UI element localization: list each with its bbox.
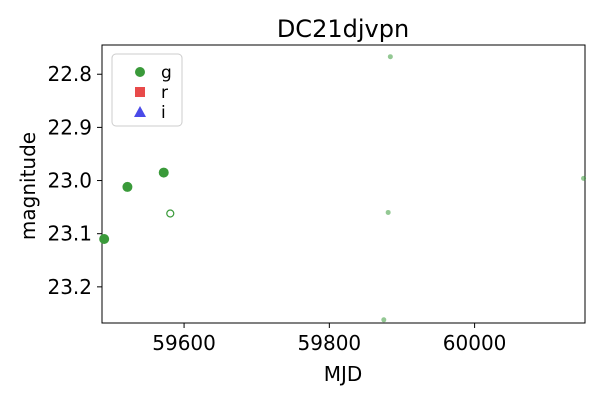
legend-label-g: g xyxy=(161,63,172,83)
legend: gri xyxy=(111,53,183,127)
x-axis: 59600 59800 60000 xyxy=(152,323,506,355)
y-tick-label: 23.2 xyxy=(47,275,92,299)
y-tick-label: 23.0 xyxy=(47,169,92,193)
data-point-g xyxy=(122,181,133,192)
plot-area xyxy=(101,44,586,324)
chart-title: DC21djvpn xyxy=(277,15,409,43)
y-axis-label: magnitude xyxy=(16,132,40,240)
x-axis-label: MJD xyxy=(324,362,363,386)
data-points xyxy=(99,54,587,323)
legend-marker-r xyxy=(135,87,145,97)
legend-label-r: r xyxy=(161,83,168,103)
data-point-g xyxy=(381,317,387,323)
legend-box xyxy=(111,53,183,127)
y-tick-label: 22.9 xyxy=(47,115,92,139)
data-point-g xyxy=(385,209,391,215)
data-point-g xyxy=(99,234,110,245)
x-tick-label: 60000 xyxy=(443,331,507,355)
x-tick-label: 59600 xyxy=(152,331,216,355)
legend-marker-g xyxy=(135,67,145,77)
y-tick-label: 23.1 xyxy=(47,222,92,246)
plot-frame xyxy=(101,44,586,324)
legend-marker-i xyxy=(134,106,146,117)
data-point-g xyxy=(158,167,169,178)
data-point-g xyxy=(387,54,393,60)
y-axis: 22.8 22.9 23.0 23.1 23.2 xyxy=(47,62,102,299)
x-tick-label: 59800 xyxy=(298,331,362,355)
legend-label-i: i xyxy=(161,103,166,123)
y-tick-label: 22.8 xyxy=(47,62,92,86)
data-point-g xyxy=(581,175,587,181)
data-point-g xyxy=(166,209,175,218)
